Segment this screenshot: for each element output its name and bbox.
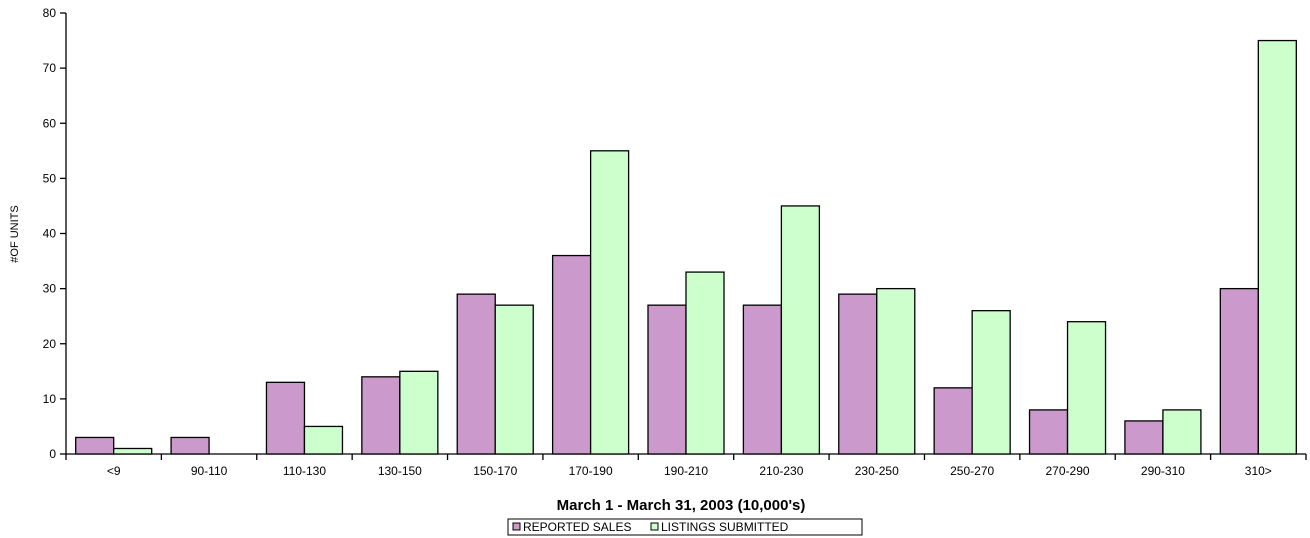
x-axis-title: March 1 - March 31, 2003 (10,000's)	[557, 497, 806, 514]
y-tick-label: 10	[43, 392, 57, 406]
legend: REPORTED SALES LISTINGS SUBMITTED	[507, 518, 863, 536]
bar-listings-submitted	[303, 425, 344, 455]
bar-reported-sales	[933, 387, 973, 455]
bar-reported-sales	[551, 254, 592, 455]
bar-reported-sales	[1219, 287, 1259, 455]
y-tick-label: 50	[43, 171, 57, 185]
x-tick-label: 190-210	[664, 464, 708, 478]
legend-box	[507, 518, 863, 536]
x-tick-label: 210-230	[759, 464, 803, 478]
bar-reported-sales	[647, 304, 687, 455]
bar-reported-sales	[361, 376, 401, 455]
x-tick-label: 290-310	[1141, 464, 1185, 478]
bar-reported-sales	[742, 304, 783, 455]
bar-reported-sales	[838, 293, 878, 455]
x-tick-label: 130-150	[378, 464, 422, 478]
bar-listings-submitted	[1066, 321, 1107, 455]
x-tick-label: 230-250	[855, 464, 899, 478]
x-tick-label: 110-130	[283, 464, 326, 478]
bar-listings-submitted	[685, 271, 725, 455]
x-tick-label: 170-190	[569, 464, 613, 478]
bar-reported-sales	[75, 436, 115, 455]
y-tick-label: 80	[43, 6, 57, 20]
bar-reported-sales	[456, 293, 496, 455]
x-tick-label: 150-170	[473, 464, 517, 478]
x-tick-label: 310>	[1245, 464, 1272, 478]
bar-listings-submitted	[399, 370, 439, 455]
bar-listings-submitted	[1257, 39, 1297, 455]
bar-listings-submitted	[494, 304, 534, 455]
y-tick-label: 0	[49, 447, 56, 461]
legend-swatch	[512, 522, 521, 531]
y-tick-label: 70	[43, 61, 57, 75]
y-tick-label: 30	[43, 282, 57, 296]
x-tick-label: 250-270	[950, 464, 994, 478]
x-tick-label: 90-110	[191, 464, 228, 478]
bar-listings-submitted	[780, 205, 821, 455]
bars	[75, 39, 1297, 455]
x-axis: <9 90-110 110-130 130-150 150-170 170-190 190-…	[65, 453, 1307, 478]
bar-listings-submitted	[113, 447, 153, 455]
legend-label: REPORTED SALES	[523, 520, 631, 534]
y-tick-label: 40	[43, 227, 57, 241]
bar-listings-submitted	[971, 310, 1011, 455]
bar-listings-submitted	[589, 150, 630, 455]
y-tick-label: 20	[43, 337, 57, 351]
bar-listings-submitted	[876, 287, 916, 455]
legend-swatch	[650, 522, 659, 531]
y-axis-title: #OF UNITS	[9, 205, 21, 262]
x-tick-label: <9	[107, 464, 121, 478]
bar-reported-sales	[170, 436, 210, 455]
legend-label: LISTINGS SUBMITTED	[661, 520, 789, 534]
x-tick-label: 270-290	[1046, 464, 1090, 478]
y-axis: 0 10 20 30 40 50 60 70 80	[43, 6, 67, 461]
y-tick-label: 60	[43, 116, 57, 130]
bar-reported-sales	[1028, 409, 1069, 455]
bar-listings-submitted	[1162, 409, 1202, 455]
bar-reported-sales	[265, 381, 306, 455]
bar-reported-sales	[1124, 420, 1164, 455]
